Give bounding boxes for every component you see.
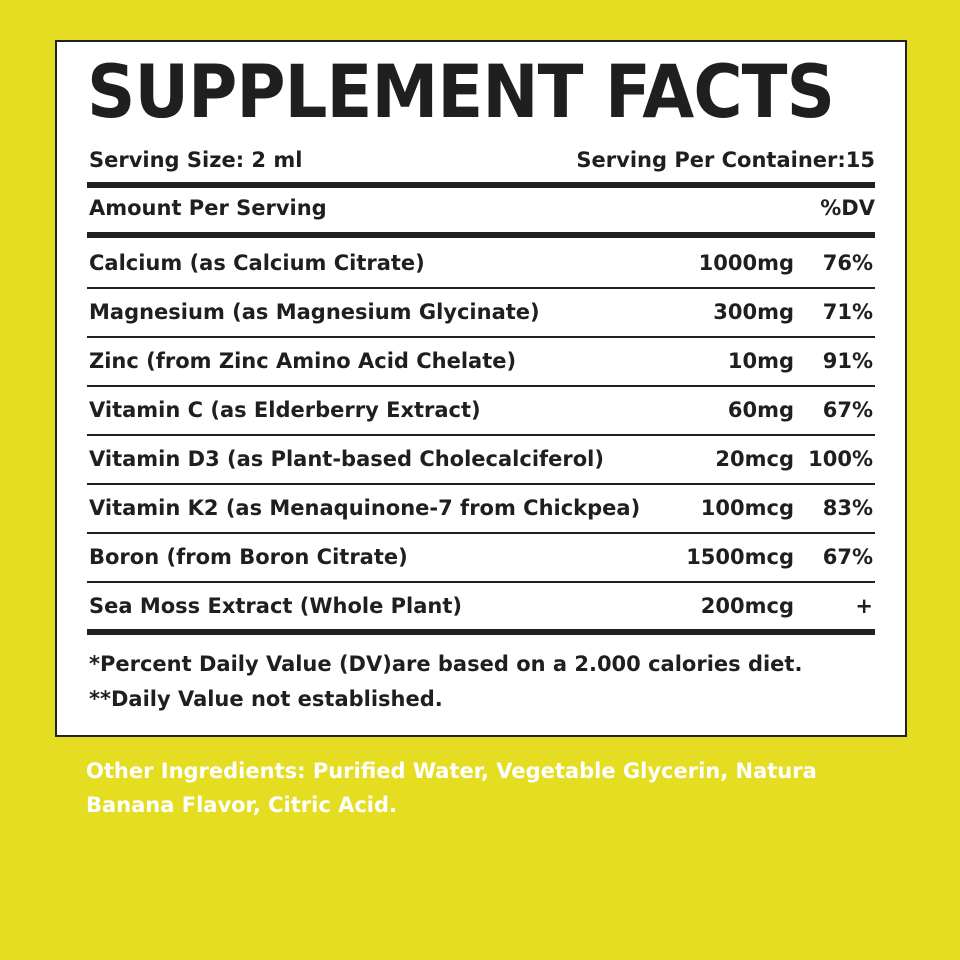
nutrient-dv: + xyxy=(855,594,873,618)
supplement-facts-panel: SUPPLEMENT FACTS Serving Size: 2 ml Serv… xyxy=(55,40,907,737)
table-row: Magnesium (as Magnesium Glycinate) 300mg… xyxy=(87,289,875,338)
divider-thick xyxy=(87,232,875,238)
nutrient-amount: 10mg xyxy=(727,349,794,373)
nutrient-name: Zinc (from Zinc Amino Acid Chelate) xyxy=(89,349,517,373)
nutrient-dv: 100% xyxy=(808,447,873,471)
nutrient-amount: 1500mcg xyxy=(686,545,794,569)
nutrient-name: Vitamin D3 (as Plant-based Cholecalcifer… xyxy=(89,447,604,471)
divider-thick xyxy=(87,182,875,188)
nutrient-name: Magnesium (as Magnesium Glycinate) xyxy=(89,300,540,324)
other-ingredients: Other Ingredients: Purified Water, Veget… xyxy=(86,754,886,822)
other-ingredients-line: Banana Flavor, Citric Acid. xyxy=(86,793,397,817)
panel-title: SUPPLEMENT FACTS xyxy=(87,50,835,135)
table-row: Calcium (as Calcium Citrate) 1000mg 76% xyxy=(87,240,875,289)
dv-footnote: *Percent Daily Value (DV)are based on a … xyxy=(89,652,803,676)
nutrient-dv: 76% xyxy=(822,251,873,275)
table-row: Sea Moss Extract (Whole Plant) 200mcg + xyxy=(87,583,875,632)
nutrient-dv: 67% xyxy=(822,545,873,569)
table-row: Vitamin K2 (as Menaquinone-7 from Chickp… xyxy=(87,485,875,534)
nutrient-name: Boron (from Boron Citrate) xyxy=(89,545,408,569)
dv-header-label: %DV xyxy=(820,196,875,220)
nutrient-amount: 200mcg xyxy=(700,594,794,618)
table-row: Vitamin D3 (as Plant-based Cholecalcifer… xyxy=(87,436,875,485)
nutrient-amount: 60mg xyxy=(727,398,794,422)
nutrient-dv: 71% xyxy=(822,300,873,324)
table-row: Boron (from Boron Citrate) 1500mcg 67% xyxy=(87,534,875,583)
nutrient-name: Sea Moss Extract (Whole Plant) xyxy=(89,594,462,618)
nutrient-dv: 83% xyxy=(822,496,873,520)
nutrient-amount: 100mcg xyxy=(700,496,794,520)
other-ingredients-line: Other Ingredients: Purified Water, Veget… xyxy=(86,759,817,783)
nutrient-table: Calcium (as Calcium Citrate) 1000mg 76% … xyxy=(87,240,875,632)
nutrient-name: Vitamin K2 (as Menaquinone-7 from Chickp… xyxy=(89,496,641,520)
serving-size: Serving Size: 2 ml xyxy=(89,148,303,172)
not-established-footnote: **Daily Value not established. xyxy=(89,687,443,711)
nutrient-name: Calcium (as Calcium Citrate) xyxy=(89,251,425,275)
nutrient-dv: 91% xyxy=(822,349,873,373)
nutrient-name: Vitamin C (as Elderberry Extract) xyxy=(89,398,481,422)
table-row: Vitamin C (as Elderberry Extract) 60mg 6… xyxy=(87,387,875,436)
nutrient-amount: 20mcg xyxy=(715,447,794,471)
divider-thick xyxy=(87,629,875,635)
servings-per-container: Serving Per Container:15 xyxy=(576,148,875,172)
nutrient-dv: 67% xyxy=(822,398,873,422)
amount-per-serving-label: Amount Per Serving xyxy=(89,196,327,220)
amount-header: Amount Per Serving %DV xyxy=(89,196,875,220)
nutrient-amount: 1000mg xyxy=(698,251,794,275)
table-row: Zinc (from Zinc Amino Acid Chelate) 10mg… xyxy=(87,338,875,387)
nutrient-amount: 300mg xyxy=(713,300,794,324)
